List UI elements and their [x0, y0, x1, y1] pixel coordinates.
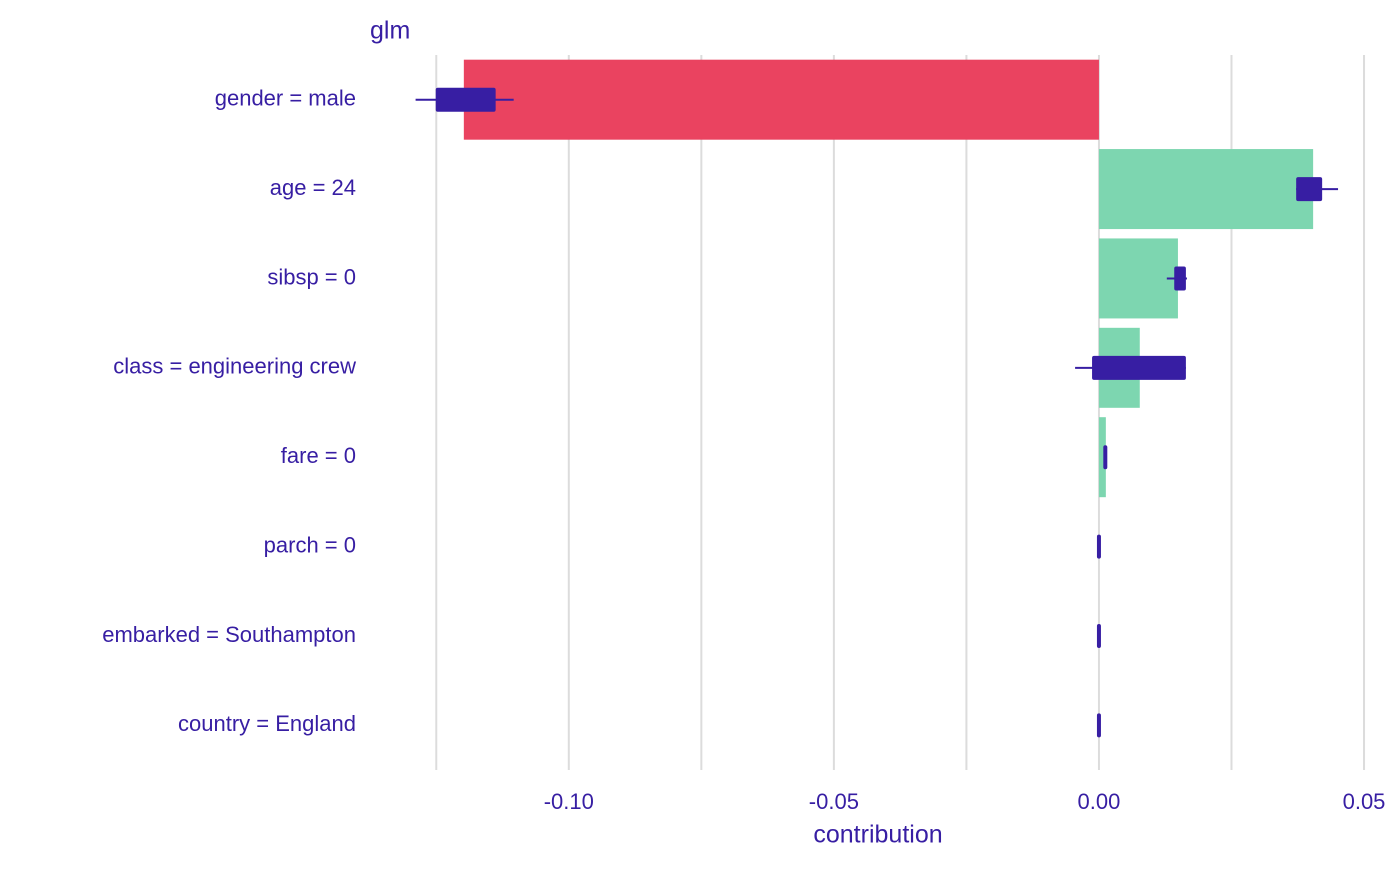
y-tick-label: age = 24 — [270, 175, 356, 200]
y-tick-label: class = engineering crew — [113, 354, 356, 379]
box — [1174, 266, 1186, 291]
box — [1096, 713, 1101, 738]
box — [435, 87, 496, 112]
x-tick-label: -0.10 — [544, 789, 594, 814]
x-tick-label: 0.05 — [1343, 789, 1386, 814]
x-tick-label: 0.00 — [1078, 789, 1121, 814]
y-tick-label: parch = 0 — [264, 532, 356, 557]
y-tick-label: sibsp = 0 — [267, 264, 356, 289]
x-tick-label: -0.05 — [809, 789, 859, 814]
box — [1103, 445, 1108, 470]
y-tick-label: country = England — [178, 711, 356, 736]
chart-title: glm — [370, 17, 410, 45]
box — [1092, 355, 1186, 380]
box — [1296, 177, 1323, 202]
box — [1096, 623, 1101, 648]
box — [1096, 534, 1101, 559]
bar — [1098, 149, 1314, 230]
y-tick-label: gender = male — [215, 86, 356, 111]
y-tick-label: fare = 0 — [281, 443, 356, 468]
x-axis-label: contribution — [813, 821, 942, 849]
bar — [1098, 238, 1178, 319]
bar — [463, 59, 1099, 140]
y-tick-label: embarked = Southampton — [102, 622, 356, 647]
bar — [1098, 417, 1106, 498]
